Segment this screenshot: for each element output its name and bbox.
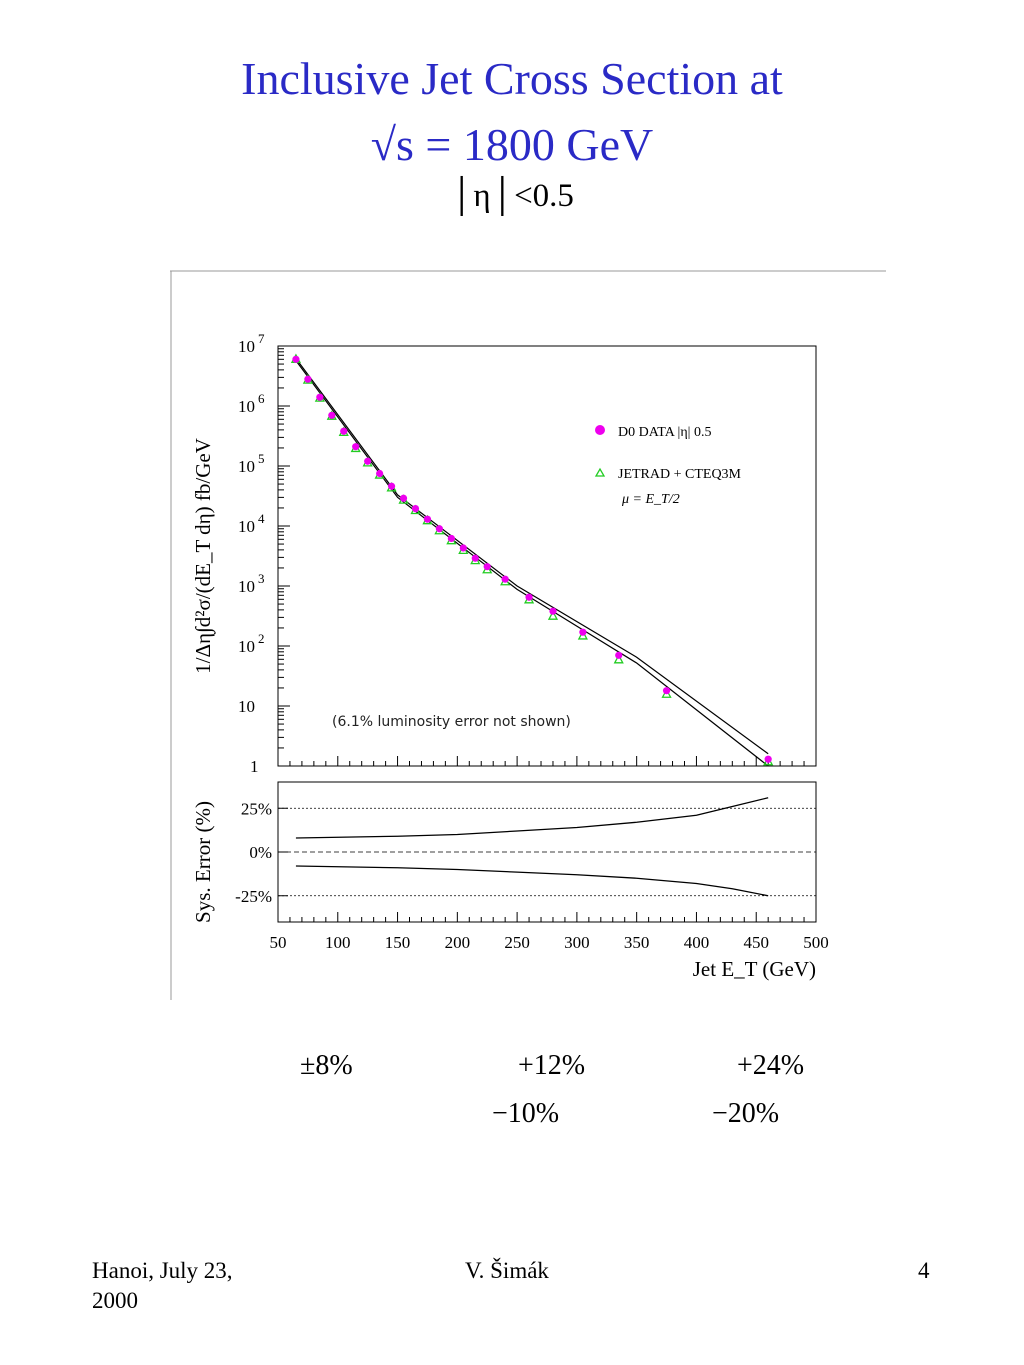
x-tick-label: 350	[624, 933, 650, 952]
x-tick-label: 300	[564, 933, 590, 952]
eta-cut-label: │η│<0.5	[450, 178, 574, 214]
y-tick-label: 10 7	[238, 331, 265, 356]
theory-triangle-point	[547, 610, 559, 620]
footer-page-number: 4	[918, 1258, 930, 1283]
footer-year: 2000	[92, 1288, 138, 1313]
legend-data-label: D0 DATA |η| 0.5	[618, 425, 711, 440]
data-point	[340, 427, 348, 435]
data-point	[525, 593, 533, 601]
data-point	[615, 651, 623, 659]
data-point	[483, 563, 491, 571]
legend-theory-marker	[594, 467, 606, 477]
luminosity-annotation: (6.1% luminosity error not shown)	[332, 714, 571, 730]
data-point	[292, 355, 300, 363]
legend-scale-label: μ = E_T/2	[621, 492, 680, 507]
data-point	[501, 575, 509, 583]
data-point	[364, 457, 372, 465]
data-point	[764, 755, 772, 763]
x-tick-label: 50	[270, 933, 287, 952]
x-tick-label: 400	[684, 933, 710, 952]
y-tick-label: 10 4	[238, 511, 265, 536]
error-note-3-top: +24%	[737, 1050, 805, 1081]
data-point	[352, 443, 360, 451]
error-note-2-bottom: −10%	[492, 1098, 560, 1129]
footer-location: Hanoi, July 23,	[92, 1258, 233, 1283]
sys-band-edge-2	[295, 360, 769, 767]
data-point	[579, 628, 587, 636]
x-tick-label: 450	[743, 933, 769, 952]
footer-location-date: Hanoi, July 23, 2000	[92, 1256, 233, 1316]
y-tick-label: 10 2	[238, 631, 265, 656]
x-tick-label: 250	[504, 933, 529, 952]
data-point	[328, 411, 336, 419]
data-point	[435, 525, 443, 533]
sys-error-panel: 25% 0% -25% 50 100 150 200 250 300 350 400 450 500 Je…	[191, 781, 829, 981]
theory-triangle-point	[577, 630, 588, 640]
slide-title-line-2: √s = 1800 GeV	[370, 119, 654, 170]
y-tick-label: 1	[250, 757, 259, 776]
data-point	[423, 515, 432, 523]
y-tick-label: 10	[238, 697, 255, 716]
upper-y-axis-label: 1/Δη∫d²σ/(dE_T dη) fb/GeV	[191, 438, 216, 674]
lower-y-tick-label: 0%	[249, 843, 272, 862]
data-point	[411, 504, 420, 513]
y-tick-label: 10 5	[238, 451, 265, 476]
data-point	[459, 544, 467, 552]
x-tick-label: 150	[385, 933, 411, 952]
data-point	[662, 687, 671, 695]
data-point	[304, 375, 312, 383]
lower-y-tick-label: 25%	[241, 799, 272, 818]
data-point	[316, 393, 324, 401]
x-axis-label: Jet E_T (GeV)	[693, 957, 816, 981]
error-note-3-bottom: −20%	[712, 1098, 780, 1129]
data-point	[399, 494, 408, 502]
sys-error-curve-2	[295, 865, 769, 897]
legend-theory-label: JETRAD + CTEQ3M	[618, 467, 742, 482]
lower-y-axis-label: Sys. Error (%)	[191, 801, 215, 923]
lower-y-tick-label: -25%	[235, 887, 272, 906]
sys-band-edge-1	[295, 358, 769, 755]
upper-plot-frame	[277, 345, 817, 767]
x-tick-label: 100	[325, 933, 351, 952]
y-tick-label: 10 6	[238, 391, 265, 416]
y-tick-label: 10 3	[238, 571, 265, 596]
error-note-2-top: +12%	[518, 1050, 586, 1081]
theory-triangle-point	[613, 653, 624, 664]
data-point	[387, 482, 396, 490]
footer-author: V. Šimák	[465, 1258, 549, 1283]
data-point	[549, 607, 557, 615]
legend-data-marker	[595, 425, 605, 435]
data-point	[376, 469, 384, 478]
sys-error-curve-1	[295, 797, 769, 839]
slide-title-line-1: Inclusive Jet Cross Section at	[241, 53, 783, 104]
data-point	[471, 554, 479, 562]
error-note-1-top: ±8%	[300, 1050, 353, 1081]
x-tick-label: 200	[445, 933, 471, 952]
data-point	[447, 534, 455, 543]
x-tick-label: 500	[803, 933, 829, 952]
